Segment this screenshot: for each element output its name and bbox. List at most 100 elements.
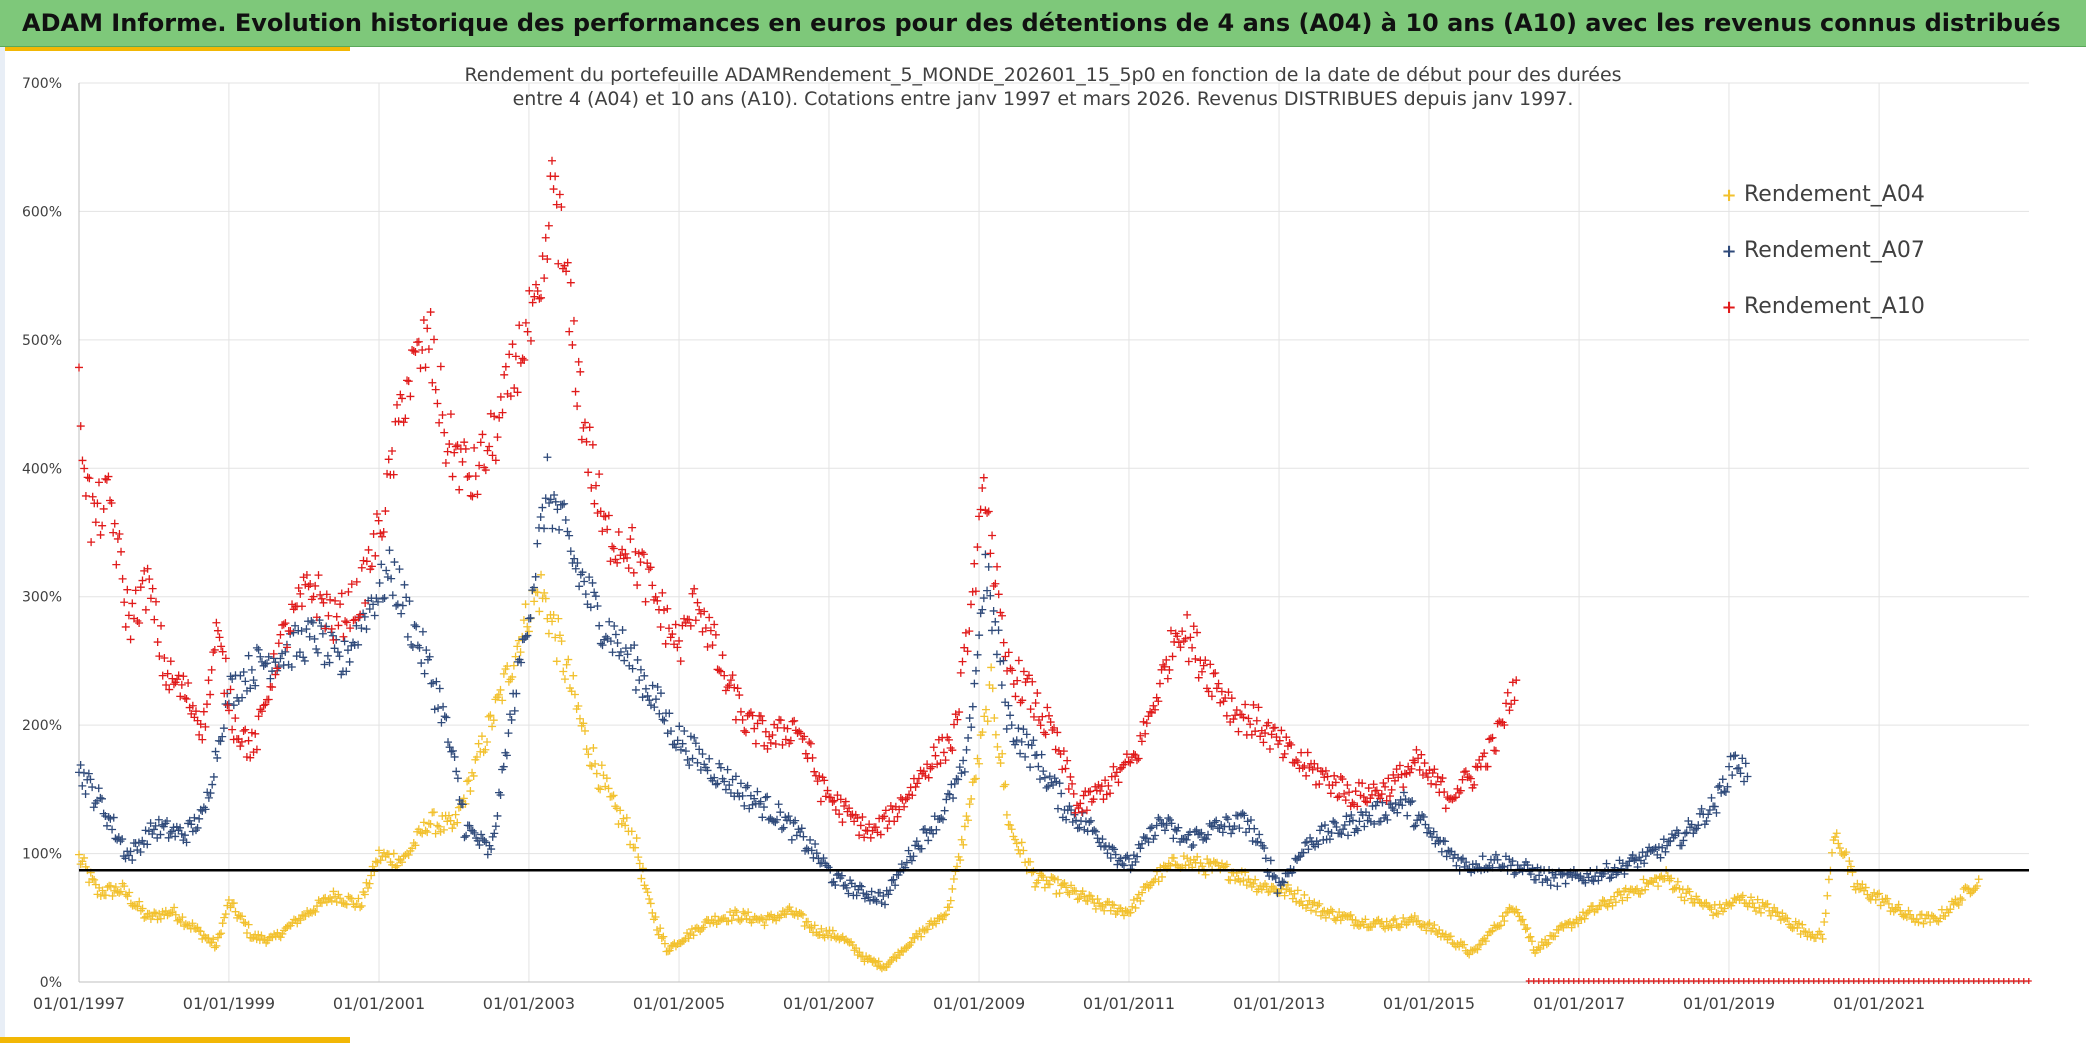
point-rendement_a04 [1748,899,1757,908]
point-rendement_a10 [460,438,469,447]
point-rendement_a07 [1065,802,1074,811]
point-rendement_a10 [1111,772,1120,781]
point-rendement_a04 [419,818,428,827]
point-rendement_a04 [760,921,769,930]
point-rendement_a10 [1410,758,1419,767]
point-rendement_a04 [1251,875,1260,884]
point-rendement_a07 [154,815,163,824]
point-rendement_a04 [541,594,550,603]
point-rendement_a04 [1389,916,1398,925]
point-rendement_a04 [365,879,374,888]
point-rendement_a07 [666,727,675,736]
point-rendement_a10 [931,751,940,760]
point-rendement_a07 [573,559,582,568]
point-rendement_a10 [690,584,699,593]
point-rendement_a07 [1393,808,1402,817]
point-rendement_a07 [750,794,759,803]
point-rendement_a04 [792,907,801,916]
point-rendement_a04 [1842,848,1851,857]
point-rendement_a10 [1495,717,1504,726]
point-rendement_a10 [813,777,822,786]
point-rendement_a04 [1783,914,1792,923]
point-rendement_a07 [1723,782,1732,791]
point-rendement_a10 [383,469,392,478]
point-rendement_a10 [663,604,672,613]
point-rendement_a07 [796,828,805,837]
point-rendement_a07 [408,643,417,652]
point-rendement_a04 [869,956,878,965]
point-rendement_a04 [393,861,402,870]
point-rendement_a10 [246,753,255,762]
point-rendement_a04 [311,907,320,916]
point-rendement_a10 [685,615,694,624]
point-rendement_a07 [287,663,296,672]
point-rendement_a04 [1875,889,1884,898]
point-rendement_a10 [244,736,253,745]
point-rendement_a10 [198,735,207,744]
point-rendement_a04 [971,774,980,783]
point-rendement_a04 [592,769,601,778]
point-rendement_a04 [514,636,523,645]
point-rendement_a10 [491,456,500,465]
point-rendement_a10 [1077,807,1086,816]
point-rendement_a10 [608,542,617,551]
point-rendement_a04 [962,812,971,821]
point-rendement_a10 [237,737,246,746]
point-rendement_a10 [688,589,697,598]
point-rendement_a10 [577,435,586,444]
point-rendement_a04 [1883,894,1892,903]
point-rendement_a10 [224,706,233,715]
point-rendement_a07 [1714,783,1723,792]
point-rendement_a04 [1138,888,1147,897]
point-rendement_a10 [919,767,928,776]
point-rendement_a10 [1407,764,1416,773]
point-rendement_a07 [1682,828,1691,837]
point-rendement_a10 [1184,657,1193,666]
point-rendement_a07 [784,812,793,821]
point-rendement_a10 [269,649,278,658]
point-rendement_a07 [904,846,913,855]
point-rendement_a10 [1089,795,1098,804]
point-rendement_a10 [1308,765,1317,774]
point-rendement_a04 [1483,931,1492,940]
point-rendement_a10 [521,318,530,327]
point-rendement_a07 [1741,759,1750,768]
point-rendement_a07 [1152,821,1161,830]
point-rendement_a10 [1377,790,1386,799]
point-rendement_a10 [1016,698,1025,707]
point-rendement_a10 [1247,730,1256,739]
point-rendement_a04 [404,851,413,860]
point-rendement_a04 [589,743,598,752]
point-rendement_a10 [1369,780,1378,789]
point-rendement_a04 [85,878,94,887]
point-rendement_a04 [1078,887,1087,896]
point-rendement_a04 [384,850,393,859]
point-rendement_a10 [557,203,566,212]
point-rendement_a07 [429,678,438,687]
point-rendement_a04 [798,911,807,920]
point-rendement_a10 [1353,802,1362,811]
point-rendement_a07 [949,794,958,803]
point-rendement_a04 [998,749,1007,758]
point-rendement_a04 [1863,890,1872,899]
point-rendement_a10 [961,628,970,637]
point-rendement_a10 [895,805,904,814]
point-rendement_a04 [988,684,997,693]
point-rendement_a04 [679,936,688,945]
point-rendement_a07 [86,775,95,784]
point-rendement_a07 [889,875,898,884]
point-rendement_a10 [136,583,145,592]
point-rendement_a04 [973,754,982,763]
point-rendement_a04 [472,753,481,762]
point-rendement_a07 [529,583,538,592]
point-rendement_a07 [134,838,143,847]
point-rendement_a10 [162,680,171,689]
point-rendement_a04 [1770,903,1779,912]
point-rendement_a07 [891,881,900,890]
point-rendement_a07 [510,706,519,715]
point-rendement_a10 [78,456,87,465]
point-rendement_a07 [477,830,486,839]
point-rendement_a04 [1534,943,1543,952]
point-rendement_a04 [991,730,1000,739]
point-rendement_a10 [710,620,719,629]
